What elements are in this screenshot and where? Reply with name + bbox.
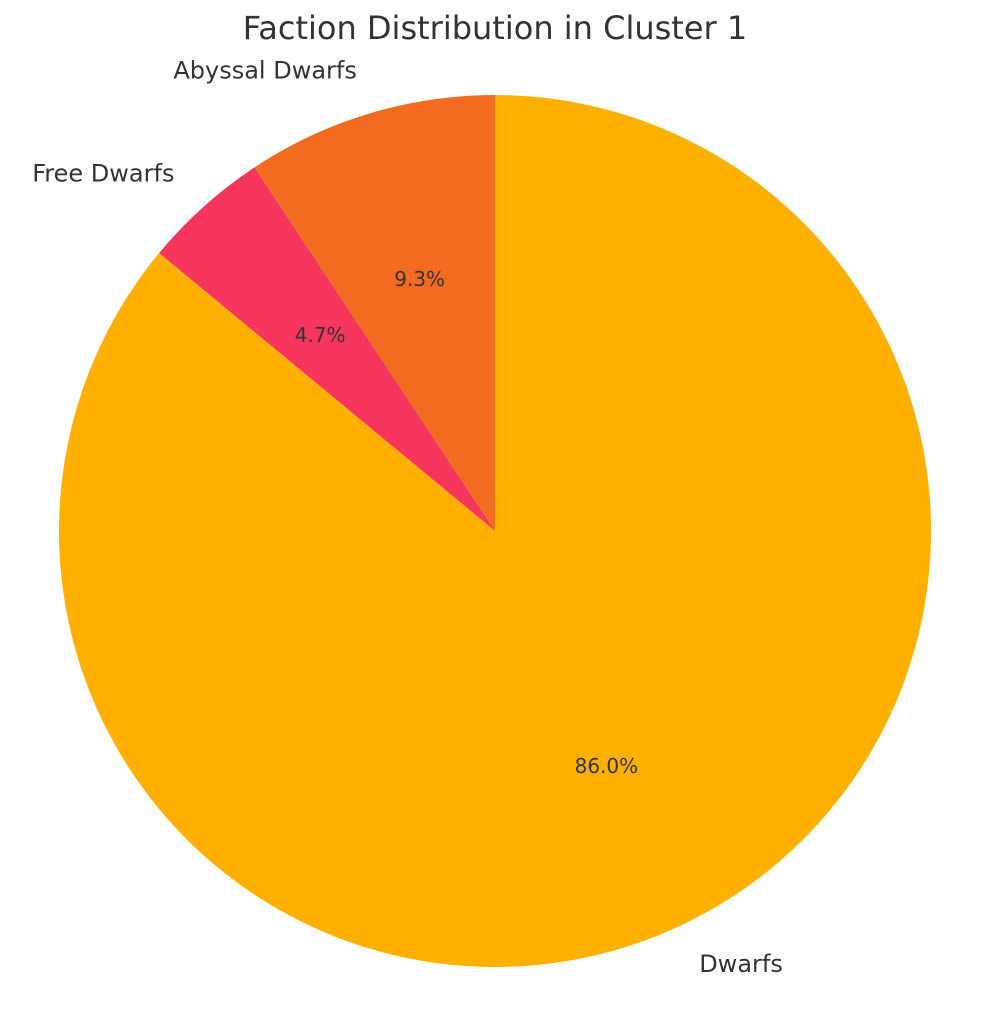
value-label: 4.7% — [295, 323, 346, 347]
chart-title: Faction Distribution in Cluster 1 — [243, 9, 747, 47]
pie-slice — [254, 95, 495, 531]
pie-slice — [159, 167, 496, 531]
slice-label: Dwarfs — [699, 950, 783, 978]
value-label: 86.0% — [575, 754, 639, 778]
slice-label: Free Dwarfs — [32, 159, 174, 187]
slice-label: Abyssal Dwarfs — [173, 57, 357, 85]
value-label: 9.3% — [394, 267, 445, 291]
pie-slice — [59, 94, 931, 967]
